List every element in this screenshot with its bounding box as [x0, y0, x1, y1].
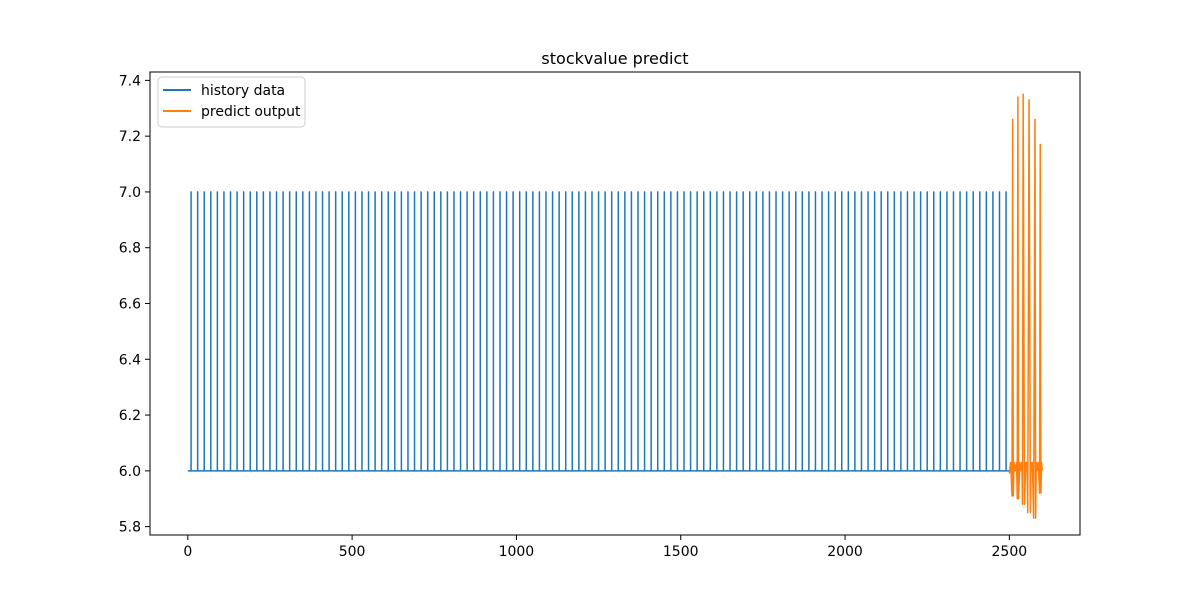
- x-tick-label: 500: [339, 544, 366, 560]
- y-tick-label: 6.6: [119, 297, 141, 313]
- y-tick-label: 6.8: [119, 241, 141, 257]
- x-tick-label: 2000: [827, 544, 863, 560]
- y-tick-label: 5.8: [119, 520, 141, 536]
- x-tick-label: 0: [183, 544, 192, 560]
- plot-area: [187, 93, 1043, 520]
- series-line-predict-output: [1008, 93, 1043, 520]
- y-tick-label: 6.0: [119, 464, 141, 480]
- y-tick-label: 7.4: [119, 73, 141, 89]
- y-tick-label: 6.4: [119, 352, 141, 368]
- legend-box: [157, 76, 306, 128]
- x-tick-label: 1000: [499, 544, 535, 560]
- series-line-history-data: [187, 191, 1010, 472]
- chart-title: stockvalue predict: [541, 49, 688, 68]
- y-tick-label: 6.2: [119, 408, 141, 424]
- legend-label-predict-output: predict output: [201, 104, 301, 120]
- legend-label-history-data: history data: [201, 83, 285, 99]
- x-tick-label: 2500: [992, 544, 1028, 560]
- y-tick-label: 7.2: [119, 129, 141, 145]
- x-tick-label: 1500: [663, 544, 699, 560]
- legend: history data predict output: [157, 76, 306, 128]
- axes: 0 500 1000 1500 2000 2500 5.8 6.0 6.2 6.4 6.6 6.8 7.…: [119, 71, 1081, 560]
- y-tick-label: 7.0: [119, 185, 141, 201]
